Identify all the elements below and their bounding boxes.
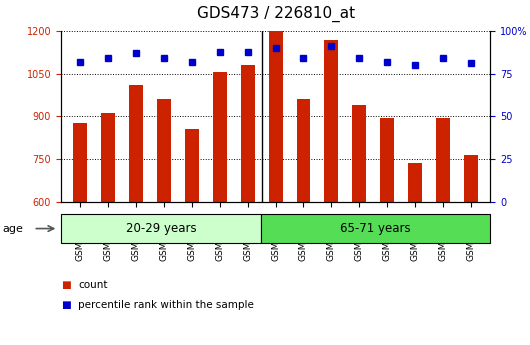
- Bar: [213, 72, 227, 345]
- Bar: [408, 164, 422, 345]
- Bar: [185, 129, 199, 345]
- Bar: [380, 118, 394, 345]
- FancyBboxPatch shape: [61, 214, 261, 243]
- Bar: [324, 40, 338, 345]
- Bar: [101, 113, 116, 345]
- Text: ■: ■: [61, 300, 70, 310]
- Text: percentile rank within the sample: percentile rank within the sample: [78, 300, 254, 310]
- Bar: [269, 31, 282, 345]
- Bar: [352, 105, 366, 345]
- FancyBboxPatch shape: [261, 214, 490, 243]
- Text: 20-29 years: 20-29 years: [126, 222, 197, 235]
- Bar: [74, 123, 87, 345]
- Bar: [464, 155, 478, 345]
- Bar: [157, 99, 171, 345]
- Bar: [296, 99, 311, 345]
- Bar: [436, 118, 450, 345]
- Text: 65-71 years: 65-71 years: [340, 222, 411, 235]
- Bar: [129, 85, 143, 345]
- Text: age: age: [3, 224, 23, 234]
- Bar: [241, 65, 255, 345]
- Text: ■: ■: [61, 280, 70, 289]
- Text: GDS473 / 226810_at: GDS473 / 226810_at: [197, 6, 355, 22]
- Text: count: count: [78, 280, 108, 289]
